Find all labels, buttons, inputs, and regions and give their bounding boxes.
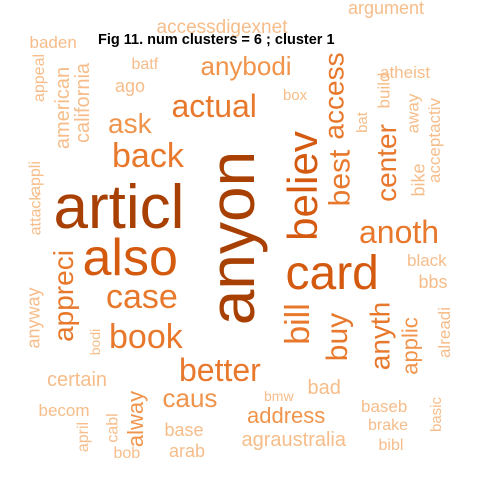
word-brake: brake [368, 417, 409, 434]
word-basic: basic [427, 396, 445, 432]
word-bmw: bmw [264, 388, 294, 404]
word-build: build [374, 72, 394, 108]
word-articl: articl [53, 173, 185, 242]
word-baseb: baseb [361, 396, 408, 416]
word-applic: applic [397, 317, 423, 375]
word-away: away [403, 93, 423, 133]
word-better: better [179, 352, 261, 388]
word-back: back [112, 137, 184, 175]
word-anyth: anyth [363, 301, 395, 371]
word-buy: buy [321, 312, 355, 362]
word-actual: actual [171, 88, 257, 124]
word-anybodi: anybodi [200, 51, 292, 81]
word-alway: alway [123, 390, 149, 448]
word-attack: attack [26, 192, 44, 236]
word-anyway: anyway [23, 287, 44, 349]
word-appreci: appreci [47, 250, 79, 342]
word-caus: caus [162, 383, 218, 413]
word-argument: argument [348, 0, 425, 18]
word-bad: bad [307, 377, 341, 399]
word-access: access [318, 52, 350, 140]
word-bike: bike [408, 163, 429, 197]
word-becom: becom [38, 400, 90, 420]
word-accessdigexnet: accessdigexnet [156, 16, 288, 38]
word-certain: certain [47, 369, 108, 391]
word-appeal: appeal [31, 53, 49, 103]
word-box: box [283, 86, 308, 104]
word-believ: believ [278, 131, 326, 241]
word-address: address [247, 403, 326, 428]
word-appli: appli [26, 161, 44, 195]
word-also: also [82, 229, 178, 287]
word-arab: arab [169, 441, 206, 461]
word-bibl: bibl [378, 437, 404, 454]
word-bodi: bodi [87, 328, 104, 356]
word-agraustralia: agraustralia [241, 429, 347, 451]
word-center: center [370, 124, 402, 202]
word-ask: ask [108, 108, 152, 139]
word-bbs: bbs [418, 272, 448, 292]
word-bill: bill [278, 303, 317, 345]
word-california: california [72, 62, 95, 144]
word-anyon: anyon [196, 150, 269, 326]
word-best: best [322, 149, 356, 207]
word-april: april [75, 421, 93, 453]
word-case: case [106, 278, 178, 316]
word-card: card [285, 247, 379, 300]
word-bob: bob [113, 445, 141, 462]
word-base: base [164, 420, 204, 440]
word-baden: baden [29, 32, 77, 52]
word-alreadi: alreadi [434, 306, 454, 358]
word-book: book [109, 318, 183, 356]
word-batf: batf [131, 56, 159, 73]
word-bat: bat [353, 111, 371, 133]
word-american: american [52, 66, 75, 150]
word-cabl: cabl [104, 413, 122, 443]
word-black: black [407, 250, 447, 270]
word-anoth: anoth [359, 214, 440, 250]
word-atheist: atheist [380, 62, 431, 82]
figure-title: Fig 11. num clusters = 6 ; cluster 1 [98, 32, 335, 48]
word-ago: ago [115, 76, 146, 96]
